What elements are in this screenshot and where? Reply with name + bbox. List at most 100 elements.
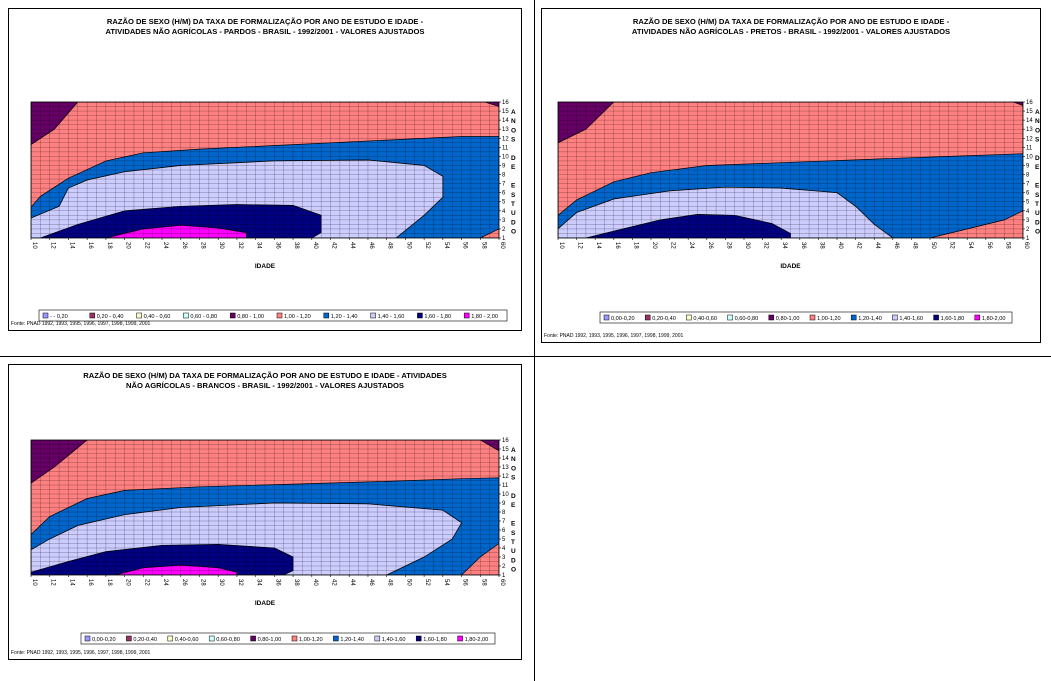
x-tick-label: 14	[68, 579, 74, 586]
legend-swatch	[417, 312, 423, 319]
x-tick-label: 56	[462, 242, 468, 249]
x-tick-label: 20	[651, 242, 657, 249]
x-tick-label: 28	[199, 242, 205, 249]
legend-swatch	[370, 312, 376, 319]
legend-label: 1,00 - 1,20	[284, 314, 311, 320]
y-axis-label-letter: O	[1035, 127, 1040, 134]
y-tick-label: 8	[1026, 173, 1030, 179]
x-tick-label: 16	[87, 579, 93, 586]
x-tick-label: 34	[256, 579, 262, 586]
y-axis-label-letter: O	[511, 465, 516, 472]
legend-label: 1,00-1,20	[817, 316, 841, 322]
x-tick-label: 38	[818, 242, 824, 249]
legend-swatch	[686, 314, 692, 321]
grid-horizontal-divider	[0, 356, 1051, 357]
y-tick-label: 4	[502, 209, 506, 215]
y-tick-label: 6	[502, 191, 506, 197]
source-note: Fonte: PNAD 1992, 1993, 1995, 1996, 1997…	[11, 650, 151, 656]
y-tick-label: 12	[502, 136, 509, 142]
chart-title: RAZÃO DE SEXO (H/M) DA TAXA DE FORMALIZA…	[631, 17, 951, 36]
legend-swatch	[291, 635, 298, 642]
legend-swatch	[208, 635, 215, 642]
y-tick-label: 6	[502, 528, 506, 534]
y-axis-label-letter: O	[511, 567, 516, 574]
y-axis-label-letter: A	[511, 109, 516, 116]
legend: 0,00-0,20 0,20-0,40 0,40-0,60 0,60-0,80 0,80…	[599, 311, 1013, 324]
legend-swatch	[136, 312, 142, 319]
y-tick-label: 1	[502, 573, 506, 579]
legend-label: 1,20-1,40	[340, 637, 364, 643]
contour-chart-pretos: 10 12 14 16 18 20 22 24 26 28 30 32 34 36 38 40 42 44 46 48…	[557, 100, 1040, 324]
x-tick-label: 40	[312, 579, 318, 586]
legend-frame	[599, 311, 1013, 324]
legend-swatch	[974, 314, 981, 321]
x-tick-label: 20	[125, 242, 131, 249]
legend-label: 0,40-0,60	[693, 316, 717, 322]
y-tick-label: 7	[502, 182, 506, 188]
y-axis-label-letter: S	[511, 192, 516, 199]
x-tick-label: 14	[595, 242, 601, 249]
y-tick-label: 11	[1026, 145, 1033, 151]
y-tick-label: 12	[502, 474, 509, 480]
legend-label: 1,60 - 1,80	[424, 314, 451, 320]
legend-label: 0,60-0,80	[735, 316, 759, 322]
legend-label: 0,40 - 0,60	[144, 314, 171, 320]
y-axis-label-letter: S	[511, 530, 516, 537]
x-tick-label: 24	[688, 242, 694, 249]
x-tick-label: 60	[1023, 242, 1029, 249]
y-axis-label-letter: E	[511, 502, 516, 509]
y-tick-label: 14	[502, 118, 509, 124]
contour-chart-brancos: 10 12 14 16 18 20 22 24 26 28 30 32 34 36 38 40 42 44 46 48…	[30, 438, 516, 645]
y-axis-label-letter: A	[511, 447, 516, 454]
contour-chart-pardos: 10 12 14 16 18 20 22 24 26 28 30 32 34 36 38 40 42 44 46 48…	[30, 100, 516, 322]
y-tick-label: 4	[502, 546, 506, 552]
x-tick-label: 50	[405, 242, 411, 249]
x-tick-label: 16	[614, 242, 620, 249]
y-tick-label: 3	[502, 555, 506, 561]
legend-label: 0,80-1,00	[776, 316, 800, 322]
y-axis-label-letter: T	[511, 539, 515, 546]
y-tick-label: 1	[1026, 236, 1030, 242]
legend-label: 0,80 - 1,00	[237, 314, 264, 320]
y-axis-label-letter: S	[511, 475, 516, 482]
legend-label: 0,40-0,60	[175, 637, 199, 643]
y-axis-label-letter: O	[511, 127, 516, 134]
x-tick-label: 10	[31, 579, 37, 586]
legend-swatch	[167, 635, 174, 642]
y-tick-label: 16	[502, 438, 509, 444]
x-tick-label: 22	[143, 579, 149, 586]
legend-swatch	[768, 314, 775, 321]
legend-swatch	[84, 635, 91, 642]
legend-swatch	[850, 314, 857, 321]
y-tick-label: 13	[502, 465, 509, 471]
y-axis-label-letter: U	[511, 210, 516, 217]
x-tick-label: 12	[577, 242, 583, 249]
x-tick-label: 52	[424, 242, 430, 249]
y-tick-label: 13	[502, 127, 509, 133]
source-note: Fonte: PNAD 1992, 1993, 1995, 1996, 1997…	[544, 333, 684, 339]
y-tick-label: 15	[502, 447, 509, 453]
y-tick-label: 7	[1026, 182, 1030, 188]
x-tick-label: 56	[986, 242, 992, 249]
x-tick-label: 48	[387, 242, 393, 249]
y-tick-label: 7	[502, 519, 506, 525]
legend-label: 1,60-1,80	[423, 637, 447, 643]
grid-vertical-divider	[534, 0, 535, 681]
x-tick-label: 10	[558, 242, 564, 249]
legend-label: 0,00-0,20	[92, 637, 116, 643]
y-tick-label: 4	[1026, 209, 1030, 215]
legend-swatch	[183, 312, 189, 319]
legend-label: 1,40-1,60	[382, 637, 406, 643]
x-tick-label: 18	[632, 242, 638, 249]
x-tick-label: 58	[480, 579, 486, 586]
y-tick-label: 14	[502, 456, 509, 462]
y-axis-label-letter: N	[511, 456, 516, 463]
legend-swatch	[323, 312, 330, 319]
y-tick-label: 12	[1026, 136, 1033, 142]
legend-label: 1,40-1,60	[899, 316, 923, 322]
legend-label: 1,40 - 1,60	[378, 314, 405, 320]
x-tick-label: 40	[837, 242, 843, 249]
x-tick-label: 46	[893, 242, 899, 249]
x-tick-label: 52	[949, 242, 955, 249]
y-tick-label: 9	[1026, 163, 1030, 169]
